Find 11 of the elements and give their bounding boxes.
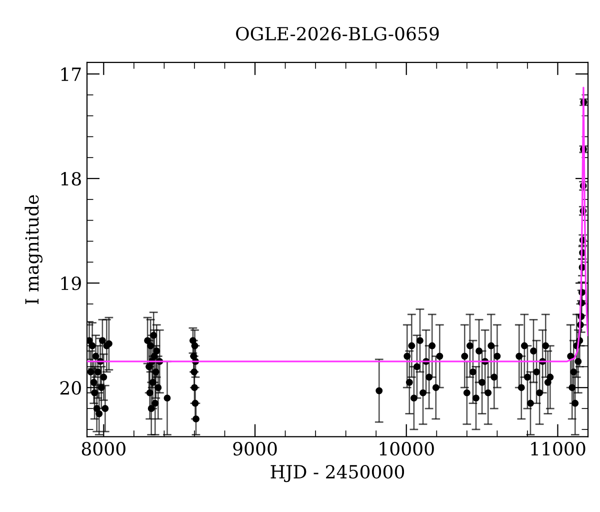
chart-title: OGLE-2026-BLG-0659 [236,26,439,40]
x-tick-label: 8000 [82,442,126,456]
y-tick-label: 18 [61,172,81,186]
y-tick-label: 17 [61,67,81,81]
y-tick-label: 19 [61,276,81,290]
x-axis-title: HJD - 2450000 [270,464,404,482]
x-tick-label: 11000 [531,442,586,456]
y-tick-label: 20 [60,381,81,395]
y-axis-title: I magnitude [24,195,42,304]
x-tick-label: 10000 [380,442,434,456]
x-tick-label: 9000 [233,442,277,456]
